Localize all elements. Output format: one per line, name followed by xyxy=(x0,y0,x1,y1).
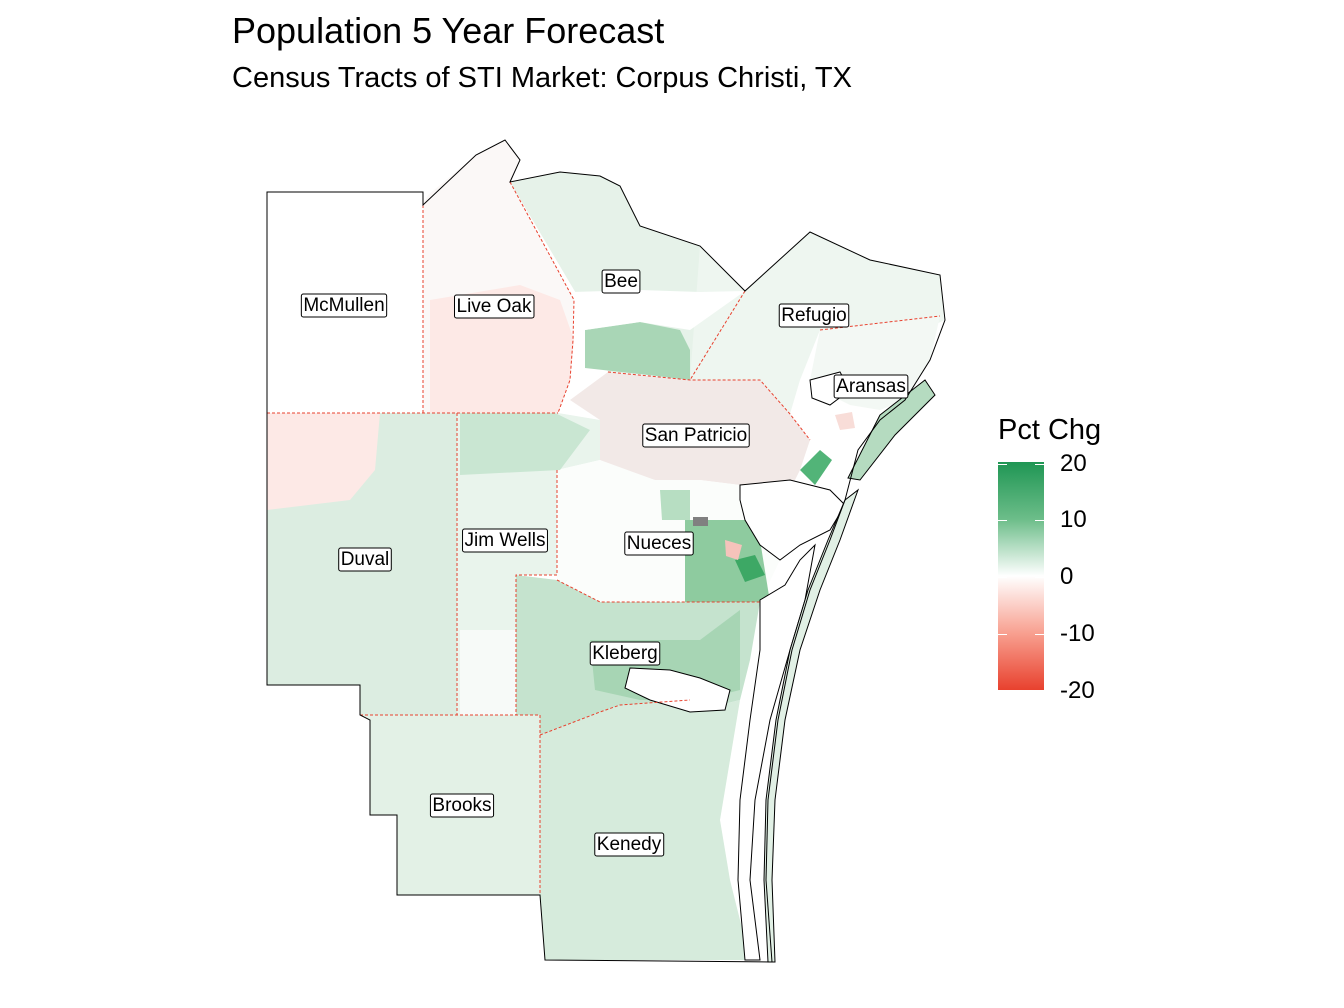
legend-tick-mark xyxy=(998,520,1007,521)
legend-tick-mark xyxy=(1035,577,1044,578)
county-label-text: Kenedy xyxy=(597,834,662,855)
county-label-kenedy: Kenedy xyxy=(594,832,665,857)
county-label-box xyxy=(589,641,661,666)
county-kenedy-fill xyxy=(540,700,750,960)
county-label-box xyxy=(601,269,641,294)
county-label-text: Nueces xyxy=(627,533,691,554)
legend-tick-mark xyxy=(1035,520,1044,521)
county-labels: McMullen Live Oak Bee Refugio Aransas San Pat… xyxy=(300,269,909,857)
legend-tick-label: 0 xyxy=(1060,563,1074,590)
county-label-box xyxy=(429,793,495,818)
tract-bee-south xyxy=(585,322,690,380)
tract-jim-wells-north xyxy=(460,413,590,475)
county-label-box xyxy=(454,294,535,319)
county-label-box xyxy=(338,547,392,572)
legend-tick-mark xyxy=(998,464,1007,465)
county-label-bee: Bee xyxy=(601,269,641,294)
county-label-text: Duval xyxy=(341,549,390,570)
county-label-duval: Duval xyxy=(338,547,392,572)
county-label-text: San Patricio xyxy=(645,425,747,446)
market-outline xyxy=(266,139,946,963)
legend-tick-mark xyxy=(998,577,1007,578)
county-label-box xyxy=(594,832,665,857)
county-label-text: Live Oak xyxy=(457,296,532,317)
county-label-box xyxy=(833,374,909,399)
county-label-text: Refugio xyxy=(781,305,847,326)
baffin-bay xyxy=(624,667,731,713)
county-label-san-patricio: San Patricio xyxy=(642,423,750,448)
corpus-christi-bay xyxy=(739,479,846,561)
legend-tick-label: -10 xyxy=(1060,620,1095,647)
padre-island xyxy=(763,488,860,963)
county-label-text: Kleberg xyxy=(592,643,658,664)
county-label-kleberg: Kleberg xyxy=(589,641,661,666)
tract-aransas-pink xyxy=(835,412,855,430)
border-refugio-aransas xyxy=(819,315,941,331)
border-liveoak-bee xyxy=(509,181,575,414)
map-title: Population 5 Year Forecast xyxy=(232,10,665,51)
border-bee-refugio xyxy=(689,290,746,381)
tract-nueces-west-green xyxy=(660,490,690,520)
county-label-live-oak: Live Oak xyxy=(454,294,535,319)
county-label-box xyxy=(462,528,548,553)
county-label-text: Brooks xyxy=(432,795,491,816)
tract-no-data xyxy=(693,517,708,526)
legend-title: Pct Chg xyxy=(998,414,1102,446)
water-bodies xyxy=(624,371,851,961)
legend-tick-label: -20 xyxy=(1060,677,1095,704)
tract-san-patricio-strip xyxy=(800,450,832,485)
tract-jim-wells-south xyxy=(460,630,516,715)
legend-tick-mark xyxy=(998,691,1007,692)
legend-tick-mark xyxy=(1035,634,1044,635)
county-label-mcmullen: McMullen xyxy=(300,293,388,318)
legend-tick-label: 10 xyxy=(1060,506,1087,533)
county-label-aransas: Aransas xyxy=(833,374,909,399)
border-bee-sanpat xyxy=(607,371,811,441)
laguna-madre xyxy=(737,543,816,961)
county-label-box xyxy=(778,303,850,328)
legend-tick-mark xyxy=(1035,691,1044,692)
legend-colorbar xyxy=(998,462,1044,690)
border-nueces-kleberg xyxy=(556,579,760,603)
map-subtitle: Census Tracts of STI Market: Corpus Chri… xyxy=(232,62,852,94)
county-label-text: Aransas xyxy=(836,376,906,397)
county-label-nueces: Nueces xyxy=(624,531,694,556)
border-kleberg-kenedy xyxy=(539,699,691,736)
county-label-text: Jim Wells xyxy=(465,530,546,551)
legend-tick-mark xyxy=(998,634,1007,635)
county-label-brooks: Brooks xyxy=(429,793,495,818)
legend-tick-mark xyxy=(1035,464,1044,465)
county-label-box xyxy=(642,423,750,448)
county-label-box xyxy=(624,531,694,556)
tract-duval-pink xyxy=(267,413,380,510)
county-borders xyxy=(267,181,941,895)
tract-nueces-dark xyxy=(735,555,765,582)
tract-bee-center xyxy=(572,290,745,330)
mustang-island xyxy=(847,379,936,481)
county-label-text: Bee xyxy=(604,271,638,292)
tract-nueces-green xyxy=(685,520,770,602)
county-label-jim-wells: Jim Wells xyxy=(462,528,548,553)
county-label-text: McMullen xyxy=(303,295,384,316)
border-jimwells-nueces xyxy=(515,470,558,715)
legend-tick-label: 20 xyxy=(1060,450,1087,477)
county-label-refugio: Refugio xyxy=(778,303,850,328)
tract-nueces-pink xyxy=(725,540,742,560)
county-label-box xyxy=(300,293,388,318)
